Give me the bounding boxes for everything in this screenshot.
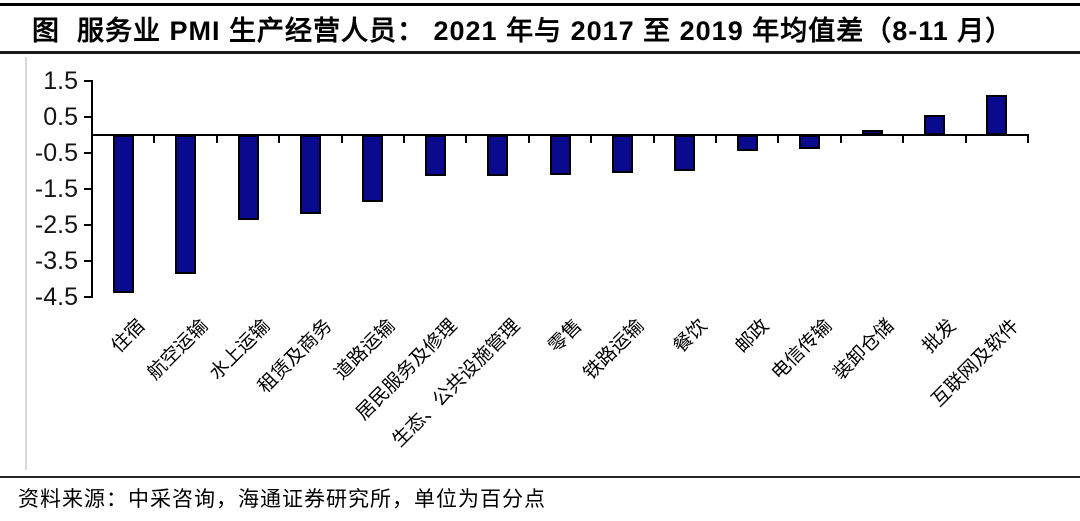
- y-axis-tick: [84, 296, 91, 298]
- source-note: 资料来源：中采咨询，海通证券研究所，单位为百分点: [18, 487, 546, 511]
- bar-9: [612, 135, 633, 173]
- x-axis-label: 邮政: [731, 315, 774, 358]
- x-axis-tick: [465, 136, 467, 143]
- y-axis-tick: [84, 152, 91, 154]
- x-axis-label: 铁路运输: [579, 315, 649, 385]
- x-axis-tick: [278, 136, 280, 143]
- x-axis-tick: [153, 136, 155, 143]
- footer-divider: [0, 476, 1080, 478]
- x-axis-tick: [965, 136, 967, 143]
- x-axis-tick: [403, 136, 405, 143]
- bar-3: [238, 135, 259, 220]
- y-axis-label: -2.5: [34, 211, 78, 239]
- y-axis-label: -1.5: [34, 175, 78, 203]
- bar-10: [674, 135, 695, 171]
- bar-11: [737, 135, 758, 151]
- x-axis-tick: [341, 136, 343, 143]
- chart-title-bar: 图 服务业 PMI 生产经营人员： 2021 年与 2017 至 2019 年均…: [0, 3, 1080, 54]
- x-axis-label: 餐饮: [669, 315, 712, 358]
- x-axis-tick: [590, 136, 592, 143]
- bar-15: [986, 95, 1007, 135]
- bar-7: [487, 135, 508, 176]
- y-axis-tick: [84, 80, 91, 82]
- y-axis-tick: [84, 260, 91, 262]
- x-axis-label: 住宿: [107, 315, 150, 358]
- y-axis-label: 0.5: [43, 103, 78, 131]
- x-axis-label: 零售: [544, 315, 587, 358]
- y-axis-label: -4.5: [34, 283, 78, 311]
- bar-8: [550, 135, 571, 175]
- x-axis-tick: [216, 136, 218, 143]
- x-axis-tick: [528, 136, 530, 143]
- left-guide-line: [25, 57, 27, 470]
- bar-2: [175, 135, 196, 274]
- x-axis-tick: [902, 136, 904, 143]
- x-axis-label: 电信传输: [767, 315, 837, 385]
- bar-6: [425, 135, 446, 176]
- x-axis-label: 航空运输: [143, 315, 213, 385]
- x-axis-label: 装卸仓储: [829, 315, 899, 385]
- x-axis-tick: [653, 136, 655, 143]
- y-axis: [91, 80, 93, 298]
- y-axis-tick: [84, 188, 91, 190]
- x-axis-tick: [715, 136, 717, 143]
- y-axis-label: 1.5: [43, 67, 78, 95]
- x-axis-tick: [777, 136, 779, 143]
- x-axis-tick: [91, 136, 93, 143]
- x-axis-tick: [840, 136, 842, 143]
- bar-12: [799, 135, 820, 149]
- y-axis-tick: [84, 224, 91, 226]
- bar-14: [924, 115, 945, 135]
- bar-1: [113, 135, 134, 293]
- y-axis-label: -0.5: [34, 139, 78, 167]
- y-axis-tick: [84, 116, 91, 118]
- x-axis-label: 批发: [918, 315, 961, 358]
- x-axis-tick: [1027, 136, 1029, 143]
- y-axis-label: -3.5: [34, 247, 78, 275]
- bar-5: [362, 135, 383, 202]
- chart-title: 图 服务业 PMI 生产经营人员： 2021 年与 2017 至 2019 年均…: [32, 16, 1014, 46]
- bar-13: [862, 130, 883, 135]
- bar-4: [300, 135, 321, 214]
